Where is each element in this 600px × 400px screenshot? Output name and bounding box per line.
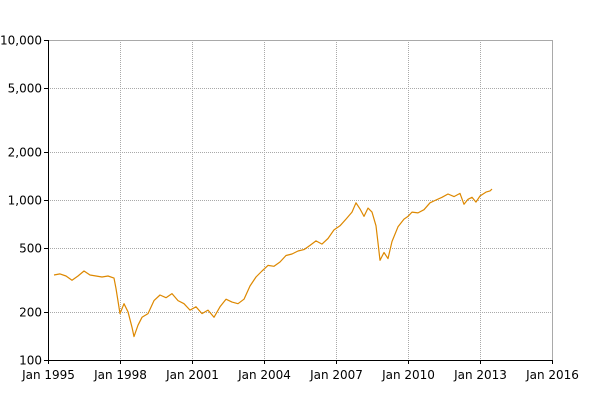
y-tick-label: 500 xyxy=(19,242,42,256)
x-tick-label: Jan 2016 xyxy=(525,368,579,382)
x-tick-label: Jan 2013 xyxy=(453,368,507,382)
y-tick-label: 200 xyxy=(19,306,42,320)
grid-lines xyxy=(48,40,552,360)
x-tick-label: Jan 1998 xyxy=(93,368,147,382)
x-tick-label: Jan 2001 xyxy=(165,368,219,382)
x-tick-label: Jan 2004 xyxy=(237,368,291,382)
y-tick-label: 1,000 xyxy=(8,194,42,208)
x-tick-label: Jan 1995 xyxy=(21,368,75,382)
y-tick-label: 10,000 xyxy=(0,34,42,48)
y-tick-label: 100 xyxy=(19,354,42,368)
x-tick-label: Jan 2007 xyxy=(309,368,363,382)
axis-ticks xyxy=(44,40,553,364)
x-tick-label: Jan 2010 xyxy=(381,368,435,382)
y-tick-label: 2,000 xyxy=(8,146,42,160)
tick-labels: Jan 1995 Jan 1998 Jan 2001 Jan 2004 Jan 2007… xyxy=(0,34,579,383)
y-tick-label: 5,000 xyxy=(8,82,42,96)
price-series-line xyxy=(53,188,493,338)
